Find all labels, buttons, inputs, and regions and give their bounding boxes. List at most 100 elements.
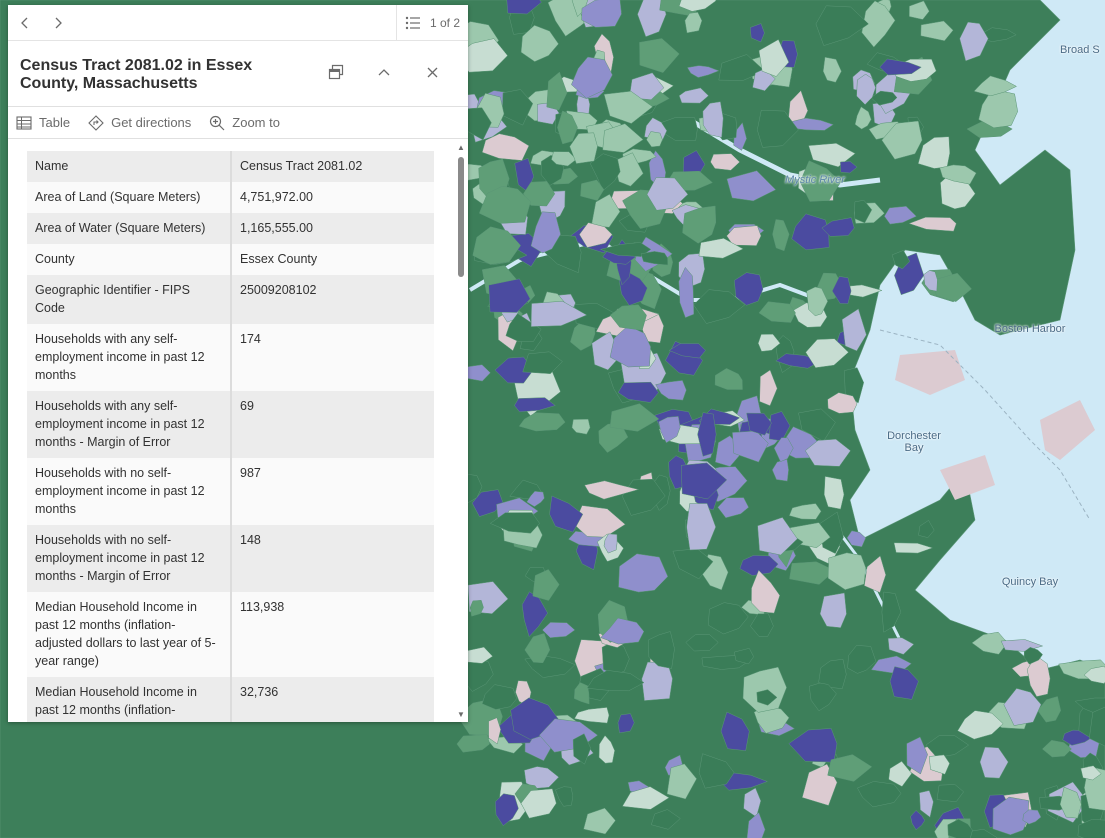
census-tract[interactable]: [821, 217, 855, 237]
census-tract[interactable]: [879, 58, 922, 76]
census-tract[interactable]: [827, 392, 858, 414]
census-tract[interactable]: [971, 631, 1008, 655]
census-tract[interactable]: [617, 713, 635, 734]
census-tract[interactable]: [489, 512, 540, 534]
census-tract[interactable]: [733, 122, 747, 151]
census-tract[interactable]: [959, 21, 989, 62]
census-tract[interactable]: [772, 458, 789, 482]
census-tract[interactable]: [678, 87, 709, 104]
popup-scrollbar[interactable]: ▲ ▼: [456, 143, 466, 720]
census-tract[interactable]: [546, 71, 568, 111]
census-tract[interactable]: [542, 622, 576, 638]
census-tract[interactable]: [501, 89, 534, 126]
census-tract[interactable]: [756, 689, 778, 706]
census-tract[interactable]: [569, 132, 598, 164]
census-tract[interactable]: [579, 222, 613, 248]
census-tract[interactable]: [757, 517, 798, 556]
census-tract[interactable]: [819, 592, 847, 628]
scroll-thumb[interactable]: [458, 157, 464, 277]
census-tract[interactable]: [583, 807, 616, 835]
census-tract[interactable]: [530, 211, 561, 254]
census-tract[interactable]: [739, 555, 779, 576]
census-tract[interactable]: [518, 412, 566, 432]
census-tract[interactable]: [586, 670, 645, 692]
census-tract[interactable]: [601, 640, 630, 675]
census-tract[interactable]: [726, 225, 762, 246]
census-tract[interactable]: [1059, 786, 1082, 819]
census-tract[interactable]: [788, 503, 822, 520]
census-tract[interactable]: [584, 480, 640, 500]
census-tract[interactable]: [702, 101, 724, 138]
census-tract[interactable]: [791, 213, 830, 251]
next-feature-button[interactable]: [41, 5, 74, 40]
census-tract[interactable]: [720, 711, 750, 751]
census-tract[interactable]: [618, 553, 669, 593]
census-tract[interactable]: [621, 786, 670, 810]
census-tract[interactable]: [698, 753, 735, 789]
census-tract[interactable]: [815, 5, 869, 46]
census-tract[interactable]: [805, 338, 849, 368]
census-tract[interactable]: [481, 684, 517, 710]
census-tract[interactable]: [494, 793, 519, 827]
dock-button[interactable]: [312, 55, 360, 89]
census-tract[interactable]: [639, 38, 680, 73]
census-tract[interactable]: [488, 717, 501, 745]
census-tract[interactable]: [718, 54, 766, 81]
zoom-to-action[interactable]: Zoom to: [209, 115, 280, 131]
census-tract[interactable]: [846, 530, 867, 548]
scroll-down-arrow[interactable]: ▼: [457, 710, 465, 719]
census-tract[interactable]: [600, 617, 645, 645]
census-tract[interactable]: [1023, 647, 1043, 665]
census-tract[interactable]: [757, 333, 781, 352]
feature-pager[interactable]: 1 of 2: [395, 5, 468, 40]
close-button[interactable]: [408, 55, 456, 89]
census-tract[interactable]: [646, 177, 689, 211]
census-tract[interactable]: [978, 88, 1018, 129]
census-tract[interactable]: [555, 786, 574, 807]
census-tract[interactable]: [864, 555, 887, 593]
census-tract[interactable]: [804, 438, 851, 467]
census-tract[interactable]: [469, 600, 484, 617]
census-tract[interactable]: [889, 666, 919, 700]
census-tract[interactable]: [957, 710, 1004, 740]
census-tract[interactable]: [823, 476, 845, 510]
census-tract[interactable]: [609, 325, 651, 368]
census-tract[interactable]: [746, 412, 772, 436]
census-tract[interactable]: [750, 613, 774, 637]
census-tract[interactable]: [854, 200, 873, 224]
census-tract[interactable]: [888, 760, 913, 787]
census-tract[interactable]: [471, 489, 504, 517]
census-tract[interactable]: [571, 56, 613, 99]
census-tract[interactable]: [609, 304, 647, 331]
census-tract[interactable]: [881, 120, 923, 160]
census-tract[interactable]: [751, 569, 781, 614]
census-tract[interactable]: [574, 707, 610, 724]
census-tract[interactable]: [1074, 697, 1105, 714]
census-tract[interactable]: [574, 682, 590, 705]
census-tract[interactable]: [672, 548, 714, 580]
census-tract[interactable]: [456, 734, 490, 753]
census-tract[interactable]: [992, 796, 1029, 836]
census-tract[interactable]: [841, 308, 867, 352]
census-tract[interactable]: [650, 809, 681, 830]
census-tract[interactable]: [973, 75, 1018, 97]
census-tract[interactable]: [746, 812, 766, 838]
census-tract[interactable]: [909, 0, 930, 20]
census-tract[interactable]: [658, 416, 681, 444]
census-tract[interactable]: [923, 270, 938, 292]
census-tract[interactable]: [524, 633, 551, 664]
census-tract[interactable]: [918, 520, 935, 538]
census-tract[interactable]: [979, 746, 1009, 779]
census-tract[interactable]: [1026, 655, 1051, 697]
census-tract[interactable]: [726, 170, 777, 202]
get-directions-action[interactable]: Get directions: [88, 114, 191, 131]
census-tract[interactable]: [908, 216, 957, 232]
census-tract[interactable]: [472, 226, 521, 265]
census-tract[interactable]: [925, 735, 970, 758]
census-tract[interactable]: [523, 181, 556, 207]
census-tract[interactable]: [698, 238, 744, 259]
census-tract[interactable]: [759, 369, 778, 407]
table-action[interactable]: Table: [16, 115, 70, 130]
census-tract[interactable]: [806, 286, 828, 317]
census-tract[interactable]: [734, 272, 764, 306]
